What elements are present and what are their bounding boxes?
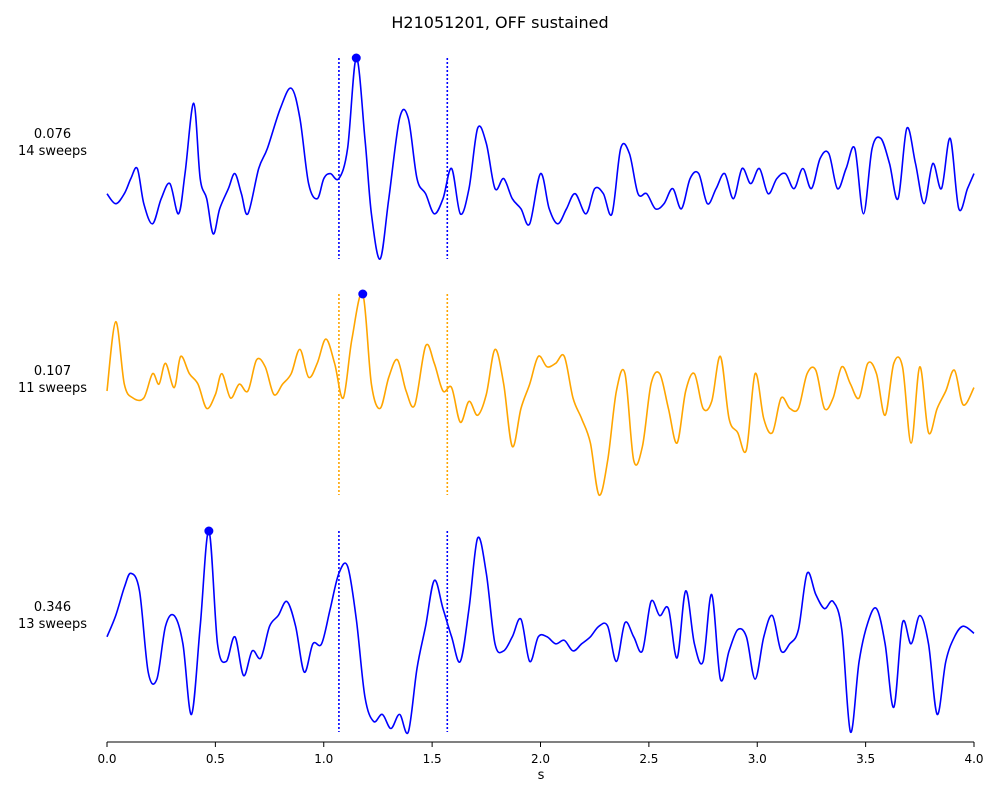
x-tick-label-8: 4.0 (964, 752, 983, 766)
trace-2-label: 0.107 11 sweeps (0, 363, 105, 397)
x-tick-label-4: 2.0 (531, 752, 550, 766)
x-axis-label: s (537, 768, 545, 783)
x-tick-label-6: 3.0 (748, 752, 767, 766)
trace-2-line (106, 292, 975, 496)
trace-1-label: 0.076 14 sweeps (0, 126, 105, 160)
trace-3-line (106, 530, 975, 735)
trace-1-value: 0.076 (33, 127, 72, 142)
chart-title: H21051201, OFF sustained (391, 13, 609, 32)
trace-2-value: 0.107 (33, 364, 72, 379)
trace-1-line (106, 57, 975, 260)
x-axis: 0.0 0.5 1.0 1.5 2.0 2.5 3.0 3.5 4.0 (97, 741, 984, 766)
traces-layer (106, 53, 975, 735)
trace-3-peak-marker (204, 526, 214, 536)
trace-1-peak-marker (351, 53, 361, 63)
trace-1-sweeps: 14 sweeps (17, 144, 88, 159)
x-tick-label-1: 0.5 (206, 752, 225, 766)
x-tick-label-7: 3.5 (856, 752, 875, 766)
trace-3-value: 0.346 (33, 600, 72, 615)
trace-2-sweeps: 11 sweeps (17, 381, 88, 396)
trace-3-sweeps: 13 sweeps (17, 617, 88, 632)
x-tick-label-2: 1.0 (314, 752, 333, 766)
x-tick-label-3: 1.5 (423, 752, 442, 766)
x-tick-label-5: 2.5 (639, 752, 658, 766)
x-tick-label-0: 0.0 (97, 752, 116, 766)
trace-3-label: 0.346 13 sweeps (0, 599, 105, 633)
trace-2-peak-marker (358, 289, 368, 299)
